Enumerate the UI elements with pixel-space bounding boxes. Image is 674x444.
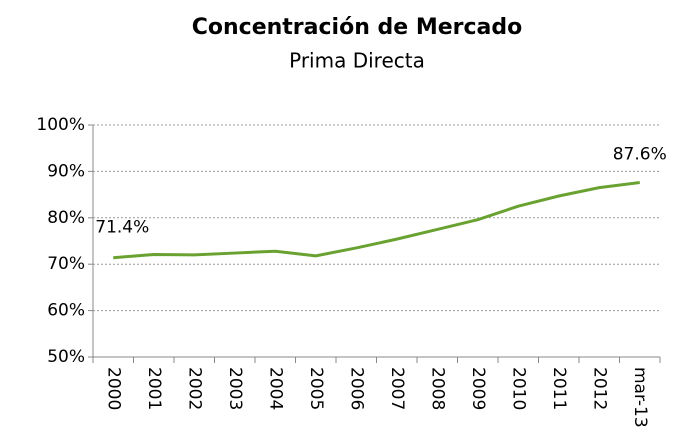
- data-label: 71.4%: [95, 218, 149, 238]
- x-tick-label: 2000: [103, 367, 123, 410]
- chart-subtitle: Prima Directa: [289, 49, 425, 73]
- y-tick-label: 60%: [47, 301, 85, 321]
- y-tick-label: 100%: [36, 115, 85, 135]
- y-tick-label: 50%: [47, 347, 85, 367]
- x-tick-label: 2005: [306, 367, 326, 410]
- x-tick-label: 2002: [184, 367, 204, 410]
- x-tick-label: 2006: [346, 367, 366, 410]
- line: [113, 181, 640, 260]
- chart-title: Concentración de Mercado: [192, 15, 523, 40]
- y-tick-label: 80%: [47, 208, 85, 228]
- x-tick-label: 2012: [589, 367, 609, 410]
- x-tick-label: 2003: [225, 367, 245, 410]
- x-tick-label: 2009: [468, 367, 488, 410]
- data-label: 87.6%: [613, 145, 667, 165]
- x-tick-label: 2008: [427, 367, 447, 410]
- x-tick-label: 2011: [549, 367, 569, 410]
- x-tick-label: 2001: [144, 367, 164, 410]
- x-tick-label: 2010: [508, 367, 528, 410]
- y-tick-label: 90%: [47, 161, 85, 181]
- x-tick-label: 2004: [265, 367, 285, 410]
- y-tick-label: 70%: [47, 254, 85, 274]
- x-tick-label: mar-13: [630, 367, 650, 428]
- x-tick-label: 2007: [387, 367, 407, 410]
